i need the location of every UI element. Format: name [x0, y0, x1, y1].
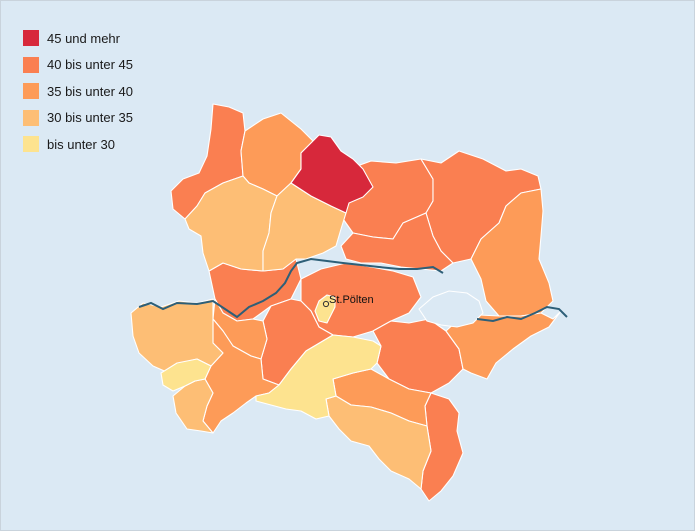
district-region: [325, 395, 432, 490]
district-region-red: [290, 134, 374, 214]
district-region: [255, 334, 382, 420]
legend-item-45-und-mehr: 45 und mehr: [23, 25, 133, 52]
district-region: [160, 358, 212, 392]
danube-river-east: [476, 305, 568, 323]
district-region: [372, 318, 464, 394]
legend: 45 und mehr 40 bis unter 45 35 bis unter…: [23, 25, 133, 158]
legend-label: bis unter 30: [47, 136, 115, 152]
district-region: [340, 212, 454, 272]
danube-river: [138, 257, 444, 319]
legend-swatch: [23, 56, 39, 73]
city-marker: [322, 300, 330, 308]
legend-item-30-bis-unter-35: 30 bis unter 35: [23, 105, 133, 132]
legend-swatch: [23, 83, 39, 100]
legend-label: 40 bis unter 45: [47, 57, 134, 73]
city-label: St.Pölten: [329, 294, 374, 306]
legend-item-40-bis-unter-45: 40 bis unter 45: [23, 52, 133, 79]
district-region: [130, 298, 224, 374]
lake-area: [418, 290, 484, 328]
legend-item-bis-unter-30: bis unter 30: [23, 131, 133, 158]
district-region: [445, 310, 562, 380]
legend-label: 30 bis unter 35: [47, 110, 134, 126]
legend-swatch: [23, 30, 39, 47]
district-region-st-poelten: [314, 294, 336, 324]
legend-swatch: [23, 109, 39, 126]
legend-label: 35 bis unter 40: [47, 83, 134, 99]
legend-item-35-bis-unter-40: 35 bis unter 40: [23, 78, 133, 105]
legend-swatch: [23, 136, 39, 153]
legend-label: 45 und mehr: [47, 30, 120, 46]
